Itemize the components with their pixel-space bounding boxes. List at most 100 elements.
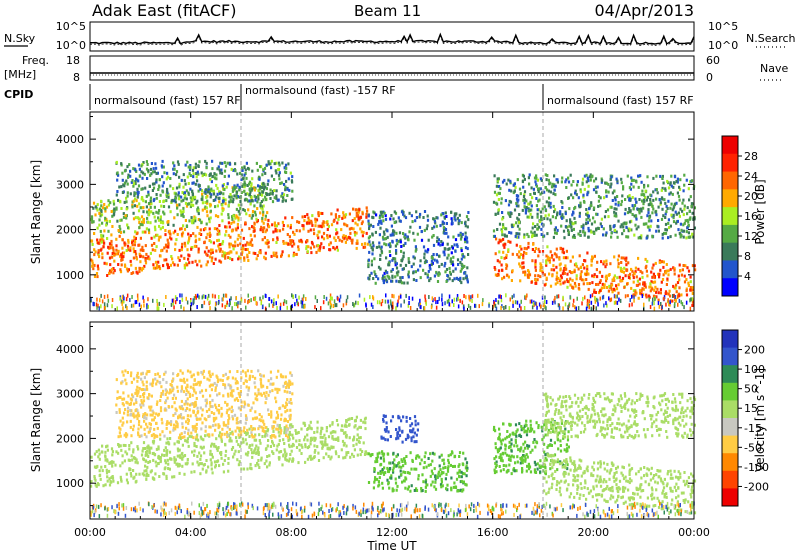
data-cell: [392, 230, 394, 233]
data-cell: [272, 452, 274, 455]
data-cell: [162, 226, 164, 229]
data-cell: [145, 435, 147, 438]
data-cell: [195, 401, 197, 404]
data-cell: [424, 272, 426, 275]
data-cell: [211, 175, 213, 178]
data-cell: [102, 469, 104, 472]
data-cell: [173, 224, 175, 227]
noise-cell: [371, 303, 373, 307]
data-cell: [224, 459, 226, 462]
data-cell: [146, 168, 148, 171]
data-cell: [609, 262, 611, 265]
data-cell: [188, 219, 190, 222]
data-cell: [287, 436, 289, 439]
data-cell: [394, 221, 396, 224]
station-title: Adak East (fitACF): [92, 1, 236, 20]
data-cell: [466, 236, 468, 239]
noise-cell: [187, 301, 189, 305]
data-cell: [217, 187, 219, 190]
data-cell: [262, 421, 264, 424]
data-cell: [606, 195, 608, 198]
data-cell: [617, 220, 619, 223]
data-cell: [335, 216, 337, 219]
data-cell: [155, 178, 157, 181]
data-cell: [96, 239, 98, 242]
data-cell: [211, 167, 213, 170]
data-cell: [134, 168, 136, 171]
data-cell: [228, 414, 230, 417]
data-cell: [200, 265, 202, 268]
noise-cell: [654, 297, 656, 301]
data-cell: [246, 198, 248, 201]
data-cell: [186, 161, 188, 164]
data-cell: [254, 229, 256, 232]
data-cell: [518, 213, 520, 216]
data-cell: [216, 384, 218, 387]
data-cell: [249, 193, 251, 196]
noise-cell: [424, 295, 426, 299]
data-cell: [581, 270, 583, 273]
data-cell: [593, 180, 595, 183]
data-cell: [433, 244, 435, 247]
data-cell: [150, 200, 152, 203]
data-cell: [283, 431, 285, 434]
data-cell: [651, 267, 653, 270]
data-cell: [364, 242, 366, 245]
data-cell: [285, 180, 287, 183]
data-cell: [554, 228, 556, 231]
data-cell: [177, 256, 179, 259]
data-cell: [153, 199, 155, 202]
data-cell: [257, 369, 259, 372]
noise-cell: [261, 301, 263, 305]
data-cell: [213, 199, 215, 202]
data-cell: [590, 204, 592, 207]
data-cell: [253, 204, 255, 207]
noise-cell: [596, 298, 598, 302]
data-cell: [253, 226, 255, 229]
data-cell: [615, 198, 617, 201]
data-cell: [354, 419, 356, 422]
y-tick-label: 2000: [56, 224, 84, 237]
data-cell: [147, 191, 149, 194]
data-cell: [635, 267, 637, 270]
data-cell: [341, 240, 343, 243]
data-cell: [229, 408, 231, 411]
data-cell: [362, 212, 364, 215]
data-cell: [214, 466, 216, 469]
data-cell: [282, 250, 284, 253]
data-cell: [286, 459, 288, 462]
data-cell: [560, 274, 562, 277]
data-cell: [188, 261, 190, 264]
data-cell: [524, 247, 526, 250]
data-cell: [104, 465, 106, 468]
data-cell: [358, 218, 360, 221]
data-cell: [384, 276, 386, 279]
data-cell: [192, 394, 194, 397]
data-cell: [662, 233, 664, 236]
data-cell: [167, 242, 169, 245]
data-cell: [207, 233, 209, 236]
data-cell: [266, 164, 268, 167]
data-cell: [345, 436, 347, 439]
data-cell: [160, 249, 162, 252]
data-cell: [495, 252, 497, 255]
data-cell: [136, 445, 138, 448]
colorbar-tick-label: 4: [744, 270, 751, 283]
data-cell: [575, 262, 577, 265]
data-cell: [647, 184, 649, 187]
data-cell: [218, 392, 220, 395]
data-cell: [379, 267, 381, 270]
data-cell: [206, 200, 208, 203]
data-cell: [328, 225, 330, 228]
data-cell: [142, 206, 144, 209]
data-cell: [568, 207, 570, 210]
noise-cell: [610, 298, 612, 302]
data-cell: [101, 241, 103, 244]
data-cell: [391, 240, 393, 243]
data-cell: [201, 193, 203, 196]
data-cell: [343, 234, 345, 237]
data-cell: [268, 225, 270, 228]
data-cell: [316, 430, 318, 433]
data-cell: [662, 214, 664, 217]
noise-cell: [247, 300, 249, 304]
